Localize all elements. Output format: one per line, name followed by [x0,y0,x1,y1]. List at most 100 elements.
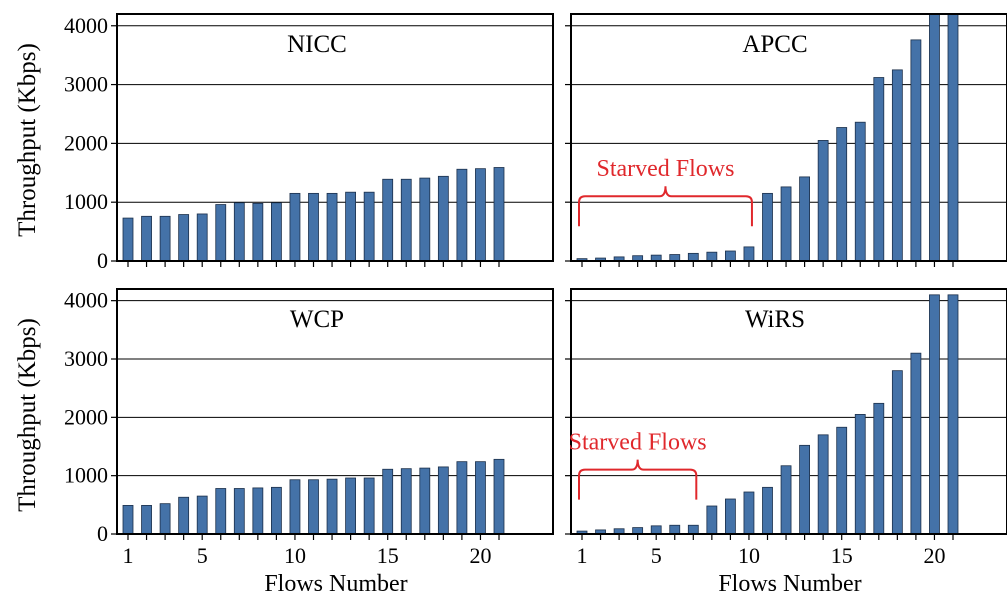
bar [456,168,468,261]
bar [289,192,301,261]
bar [419,467,431,534]
bar [122,505,134,534]
y-tick-label: 2000 [64,130,108,155]
bar [650,254,662,261]
bar [252,202,264,261]
bar [252,487,264,534]
starved-flows-brace [578,459,698,500]
y-tick-label: 4000 [64,13,108,38]
bar [780,186,792,261]
panel-title: WiRS [745,306,805,333]
bar [475,168,486,261]
bar [141,505,152,534]
x-tick-label: 5 [197,543,208,568]
bar [929,294,940,534]
bar [326,478,338,534]
bar [345,191,357,261]
bar [233,202,245,261]
bar [196,495,208,534]
bars [576,14,959,261]
bar [437,175,449,261]
bars [122,458,505,534]
bar [233,488,245,534]
bar [363,191,375,261]
x-tick-label: 15 [377,543,399,568]
bar [196,213,208,261]
bar [687,524,699,534]
bar [817,140,829,261]
starved-flows-label: Starved Flows [569,430,707,456]
bar [669,524,681,534]
bar [400,178,412,261]
bar [743,491,755,534]
bar [854,414,866,534]
bar [836,426,848,534]
bar [159,503,171,534]
y-tick-label: 3000 [64,72,108,97]
bar [947,14,959,261]
bar [215,488,227,534]
bar [437,466,449,534]
starved-flows-label: Starved Flows [596,156,734,182]
y-axis-title-bottom: Throughput (Kbps) [14,318,41,512]
bar [363,477,375,534]
panel-title: APCC [742,31,807,58]
panel-title: NICC [287,31,347,58]
x-tick-label: 10 [284,543,306,568]
bar [743,246,755,261]
bar [817,434,829,534]
x-tick-label: 10 [738,543,760,568]
bar [873,402,885,534]
x-axis-title-left: Flows Number [264,571,407,595]
bar [215,204,227,261]
bar [947,294,959,534]
bar [613,528,625,534]
y-tick-label: 0 [97,521,108,546]
bars [576,294,959,534]
bar [382,468,394,534]
bar [122,217,134,261]
y-tick-label: 4000 [64,288,108,313]
y-tick-label: 1000 [64,189,108,214]
bar [400,468,412,534]
x-tick-label: 15 [831,543,853,568]
x-tick-label: 20 [923,543,945,568]
bar [456,461,468,534]
y-axis-title-top: Throughput (Kbps) [14,43,41,237]
panel-title: WCP [290,306,344,333]
bar [345,477,357,534]
bar [725,498,736,534]
bar [595,529,606,534]
x-tick-label: 20 [469,543,491,568]
bar [178,496,190,534]
panel-frame [570,288,1007,535]
bar [929,14,940,261]
x-tick-label: 1 [123,543,134,568]
panel-nicc: 0 1000 2000 3000 4000 NICC [64,13,554,273]
bar [308,479,319,534]
bar [687,252,699,261]
bar [891,370,903,534]
bar [799,444,810,534]
bar [289,479,301,534]
bar [419,177,431,261]
panel-frame [116,288,554,535]
y-tick-label: 0 [97,248,108,273]
x-axis-title-right: Flows Number [718,571,861,595]
bar [650,525,662,534]
bar [475,461,486,534]
bars [122,167,505,261]
bar [891,69,903,261]
bar [270,202,282,261]
bar [493,167,505,261]
bar [382,178,394,261]
bar [762,192,773,261]
y-tick-label: 3000 [64,346,108,371]
bar [799,176,810,261]
bar [308,192,319,261]
x-tick-label: 1 [577,543,588,568]
